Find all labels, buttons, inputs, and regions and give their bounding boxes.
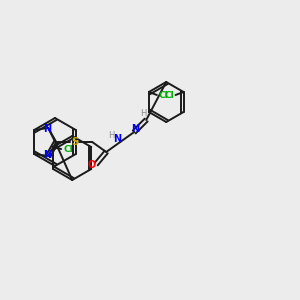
Text: Cl: Cl (158, 92, 168, 100)
Text: H: H (108, 130, 114, 140)
Text: N: N (131, 124, 139, 134)
Text: O: O (87, 160, 95, 170)
Text: N: N (113, 134, 121, 144)
Text: Cl: Cl (63, 146, 73, 154)
Text: H: H (140, 110, 146, 118)
Text: S: S (72, 137, 79, 147)
Text: N: N (43, 124, 51, 134)
Text: N: N (43, 150, 51, 160)
Text: Cl: Cl (165, 92, 174, 100)
